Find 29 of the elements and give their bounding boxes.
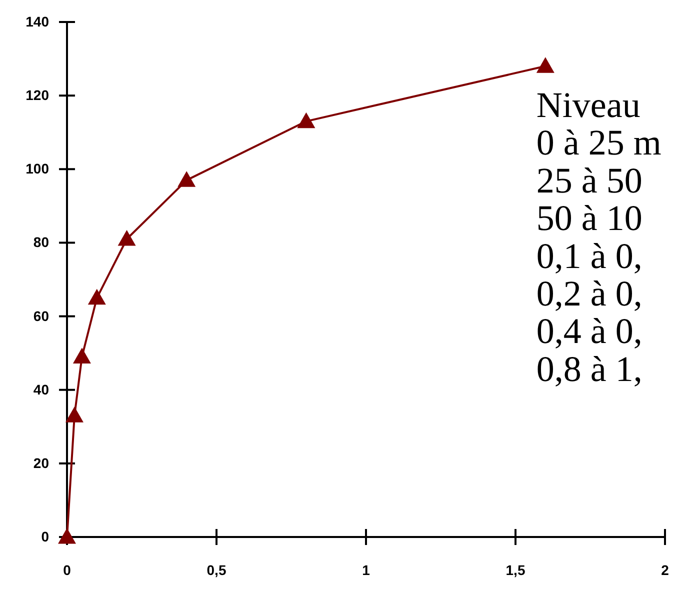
annotation: 25 à 50	[536, 160, 642, 200]
y-tick-label: 100	[26, 160, 50, 177]
x-tick-label: 0	[63, 562, 72, 578]
x-tick-label: 1	[362, 562, 370, 578]
y-tick-label: 40	[33, 381, 50, 398]
annotation: 0,4 à 0,	[536, 311, 642, 352]
x-tick-label: 2	[661, 562, 670, 578]
point	[58, 528, 76, 544]
x-tick-label: 1,5	[506, 562, 526, 578]
annotation: Niveau	[536, 85, 640, 125]
y-tick-label: 140	[26, 13, 50, 30]
annotation: 0,2 à 0,	[536, 274, 642, 314]
y-tick-label: 0	[41, 528, 50, 544]
point	[297, 112, 316, 128]
y-tick-label: 60	[33, 308, 50, 324]
point	[88, 288, 106, 305]
point	[178, 171, 196, 187]
annotation: 0,8 à 1,	[536, 348, 642, 389]
annotation: 50 à 10	[536, 198, 642, 238]
x-tick-label: 0,5	[206, 562, 226, 578]
point	[118, 230, 136, 246]
y-tick-label: 120	[26, 87, 50, 104]
y-tick-label: 80	[33, 234, 50, 250]
point	[65, 406, 84, 422]
point	[72, 348, 91, 364]
annotation: 0,1 à 0,	[536, 236, 642, 276]
y-tick-label: 20	[33, 454, 50, 471]
point	[536, 57, 554, 73]
annotation: 0 à 25 m	[536, 122, 662, 163]
